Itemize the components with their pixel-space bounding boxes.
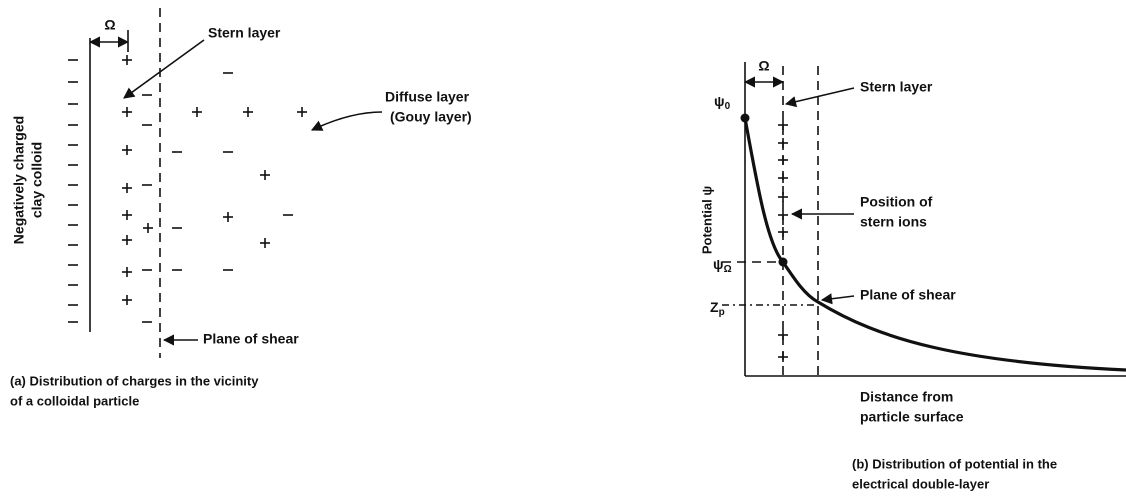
distance-label: Distance from: [860, 389, 953, 405]
diffuse-arrow: [310, 111, 383, 131]
diffuse-label: Diffuse layer: [385, 89, 470, 105]
caption: (a) Distribution of charges in the vicin…: [10, 373, 259, 388]
stern-ions-label: Position of: [860, 194, 933, 210]
caption: (b) Distribution of potential in the: [852, 456, 1057, 471]
particle-label: Negatively charged: [11, 116, 27, 244]
potential-label: Potential ψ: [699, 186, 714, 254]
psi-omega: ψΩ: [713, 256, 732, 275]
stern-ions-label: stern ions: [860, 214, 927, 230]
shear-arrow: [820, 293, 855, 305]
particle-label: clay colloid: [29, 142, 45, 218]
panel-a: Ω Stern layer Diffuse layer (Gouy layer)…: [10, 8, 472, 408]
psi-0: ψ0: [714, 93, 731, 112]
z-p: Zp: [710, 299, 725, 318]
psi0-point: [740, 113, 750, 123]
stern-arrow: [784, 87, 855, 108]
caption: of a colloidal particle: [10, 393, 139, 408]
shear-label: Plane of shear: [203, 331, 299, 347]
stern-label: Stern layer: [860, 79, 933, 95]
shear-label: Plane of shear: [860, 287, 956, 303]
psi-omega-point: [778, 257, 788, 267]
omega: Ω: [104, 17, 115, 33]
caption: electrical double-layer: [852, 476, 989, 491]
omega: Ω: [758, 58, 769, 74]
stern-arrow: [123, 39, 205, 99]
stern-label: Stern layer: [208, 25, 281, 41]
panel-b: Ω Stern layer ψ0 Potential ψ ψΩ Zp Posit…: [699, 58, 1126, 491]
diffuse-label: (Gouy layer): [390, 109, 472, 125]
distance-label: particle surface: [860, 409, 964, 425]
potential-curve: [743, 117, 1126, 372]
